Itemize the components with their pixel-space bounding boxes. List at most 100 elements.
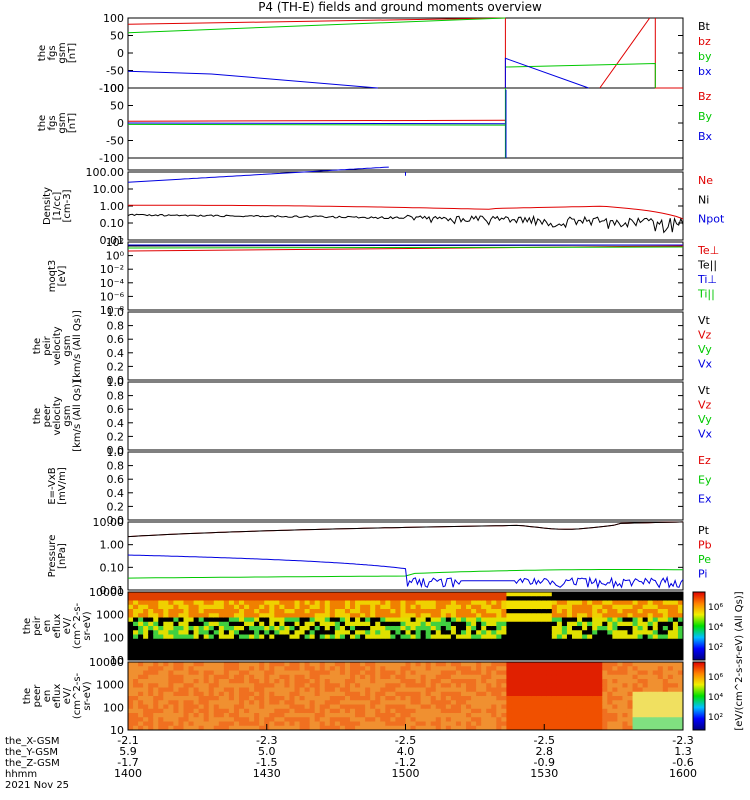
yaxis-label: [cm-3]	[62, 189, 73, 222]
yaxis-label: gsm	[57, 42, 68, 63]
ytick-label: 0.0	[107, 374, 125, 387]
yaxis-label: gsm	[62, 335, 73, 356]
yaxis-label: Pressure	[47, 535, 58, 578]
yaxis-label: gsm	[62, 405, 73, 426]
yaxis-label: [km/s (All Qs)]	[72, 310, 83, 382]
yaxis-label: moqt3	[47, 260, 58, 293]
panel-frame-fgs	[127, 17, 684, 89]
yaxis-label: sr-eV)	[82, 681, 93, 710]
bx-line	[127, 70, 378, 89]
legend-Bx: Bx	[698, 130, 713, 143]
ytick-label: 50	[110, 30, 124, 43]
yaxis-label: the	[32, 338, 43, 354]
ytick-label: 1.00	[100, 200, 125, 213]
chart-title: P4 (TH-E) fields and ground moments over…	[258, 0, 542, 14]
colorbar-tick-label: 10⁶	[708, 603, 723, 613]
ytick-label: 0.6	[107, 403, 125, 416]
pt-line	[127, 521, 684, 538]
yaxis-label: peir	[32, 615, 43, 635]
ytick-label: 10.00	[93, 516, 125, 529]
yaxis-label: Density	[42, 187, 53, 225]
ytick-label: 10000	[89, 586, 124, 599]
bx-line-2	[504, 57, 589, 89]
ytick-label: 0.0	[107, 444, 125, 457]
footer-row-label: the_Z-GSM	[5, 758, 60, 769]
yaxis-label: E=-VxB	[47, 467, 58, 504]
ytick-label: 0.01	[100, 584, 125, 597]
ytick-label: 1.0	[107, 306, 125, 319]
pe-line	[127, 569, 684, 579]
colorbar-0	[692, 591, 706, 661]
ytick-label: 0.4	[107, 487, 125, 500]
ytick-label: 0.4	[107, 347, 125, 360]
ytick-label: -50	[106, 135, 124, 148]
panel-frame-efield	[127, 451, 684, 521]
yaxis-label: the	[22, 618, 33, 634]
legend-Vy: Vy	[698, 413, 712, 426]
xtick-value: -1.5	[256, 756, 277, 769]
ytick-label: 100	[103, 12, 124, 25]
yaxis-label: [mV/m]	[57, 467, 68, 505]
legend-by: by	[698, 50, 712, 63]
yaxis-label: en	[42, 690, 53, 703]
xtick-value: 1.3	[674, 745, 692, 758]
yaxis-label: [km/s (All Qs)]	[72, 380, 83, 452]
ytick-label: 10⁻⁸	[100, 304, 125, 317]
legend-Te⊥: Te⊥	[697, 244, 719, 257]
yaxis-label: eflux	[52, 684, 63, 709]
xtick-value: -2.3	[672, 734, 693, 747]
yaxis-label: gsm	[57, 112, 68, 133]
footer-row-label: 2021 Nov 25	[5, 780, 69, 791]
legend-Ti||: Ti||	[697, 288, 715, 301]
ytick-label: 10⁻⁶	[100, 290, 125, 303]
legend-Npot: Npot	[698, 213, 725, 226]
yaxis-label: (cm^2-s-	[72, 672, 83, 719]
xtick-value: 1600	[669, 767, 697, 780]
ytick-label: 100.00	[86, 166, 125, 179]
yaxis-label: the	[32, 408, 43, 424]
legend-Bt: Bt	[698, 20, 711, 33]
panel-frame-vpeer	[127, 381, 684, 451]
xtick-value: 1500	[392, 767, 420, 780]
peer-spectrogram	[128, 662, 684, 731]
xtick-value: -0.6	[672, 756, 693, 769]
legend-Vy: Vy	[698, 343, 712, 356]
legend-Ex: Ex	[698, 493, 712, 506]
yaxis-label: the	[22, 688, 33, 704]
legend-Pe: Pe	[698, 553, 711, 566]
colorbar-1	[692, 661, 706, 731]
ytick-label: 50	[110, 100, 124, 113]
panel-frame-blank	[127, 157, 684, 171]
legend-Ey: Ey	[698, 473, 712, 486]
ytick-label: 0	[117, 117, 124, 130]
ytick-label: 0.8	[107, 460, 125, 473]
ytick-label: 0.6	[107, 333, 125, 346]
ytick-label: -100	[99, 152, 124, 165]
xtick-value: 5.0	[258, 745, 276, 758]
yaxis-label: fgs	[47, 115, 58, 130]
by-line-2	[505, 62, 656, 88]
ytick-label: 0	[117, 47, 124, 60]
xtick-value: -1.7	[117, 756, 138, 769]
ni-line	[127, 213, 684, 234]
ytick-label: 10.00	[93, 183, 125, 196]
xtick-value: 2.8	[536, 745, 554, 758]
legend-bz: bz	[698, 35, 711, 48]
xtick-value: -2.3	[256, 734, 277, 747]
footer-row-label: the_X-GSM	[5, 736, 59, 747]
yaxis-label: peir	[42, 335, 53, 355]
yaxis-label: [nT]	[67, 113, 78, 133]
yaxis-label: (cm^2-s-	[72, 602, 83, 649]
colorbar-tick-label: 10⁶	[708, 673, 723, 683]
ti-par-line	[127, 246, 684, 249]
yaxis-label: [1/cc]	[52, 192, 63, 221]
ytick-label: 1000	[96, 609, 124, 622]
xtick-value: -2.5	[534, 734, 555, 747]
colorbar-tick-label: 10⁴	[708, 623, 723, 633]
yaxis-label: eV/	[62, 687, 73, 704]
yaxis-label: peer	[32, 684, 43, 708]
yaxis-label: [eV]	[57, 266, 68, 287]
ytick-label: 0.8	[107, 320, 125, 333]
ytick-label: 0.6	[107, 473, 125, 486]
legend-Ne: Ne	[698, 174, 713, 187]
